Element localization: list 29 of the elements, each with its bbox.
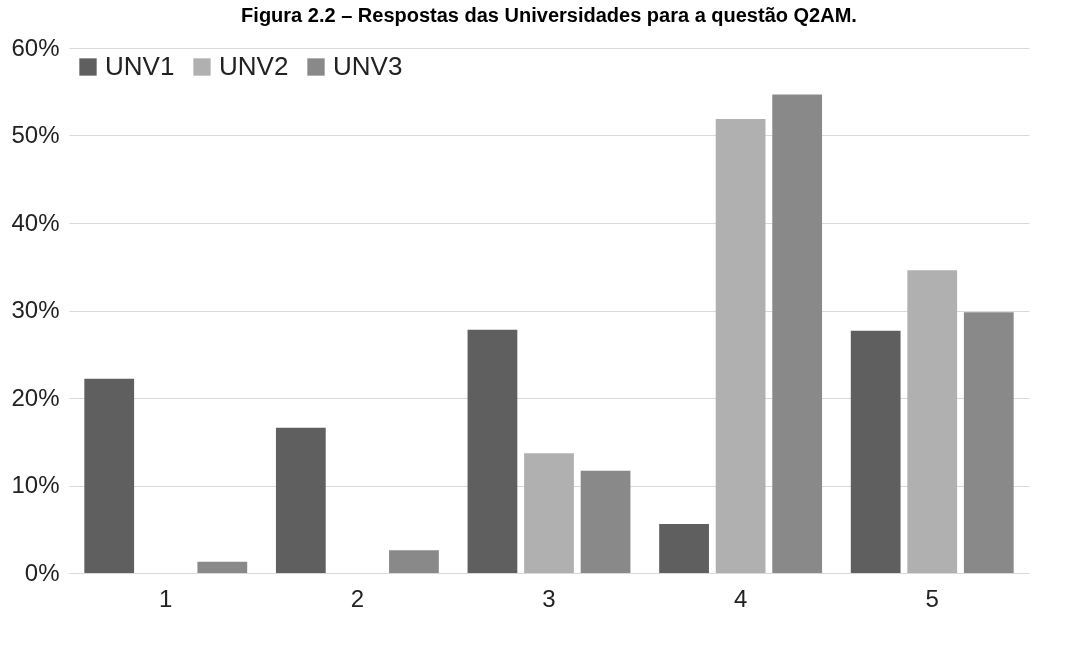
x-tick-label: 2 (350, 584, 365, 612)
bar (524, 453, 574, 573)
bar (467, 329, 518, 573)
chart-title: Figura 2.2 – Respostas das Universidades para a questão Q2AM. (241, 4, 857, 26)
y-tick-label: 20% (11, 383, 60, 411)
x-tick-label: 3 (542, 584, 556, 612)
bar (659, 524, 709, 573)
bar (275, 427, 326, 573)
bar (715, 118, 766, 573)
y-tick-label: 40% (11, 208, 60, 236)
legend-label: UNV1 (105, 51, 175, 81)
bar (963, 312, 1014, 573)
x-tick-label: 1 (159, 584, 173, 612)
y-tick-label: 30% (11, 296, 60, 323)
bar (389, 550, 439, 573)
bar (580, 470, 631, 573)
x-tick-label: 4 (733, 584, 748, 612)
bar (907, 270, 958, 573)
legend-label: UNV2 (219, 51, 289, 81)
y-tick-label: 60% (11, 33, 60, 61)
x-tick-label: 5 (925, 584, 939, 612)
bar (84, 378, 135, 573)
legend-label: UNV3 (333, 51, 403, 81)
y-tick-label: 50% (11, 121, 60, 148)
y-tick-label: 10% (11, 471, 60, 498)
bar (772, 94, 823, 573)
bar (850, 330, 901, 573)
bar (197, 561, 248, 573)
y-tick-label: 0% (24, 558, 60, 586)
